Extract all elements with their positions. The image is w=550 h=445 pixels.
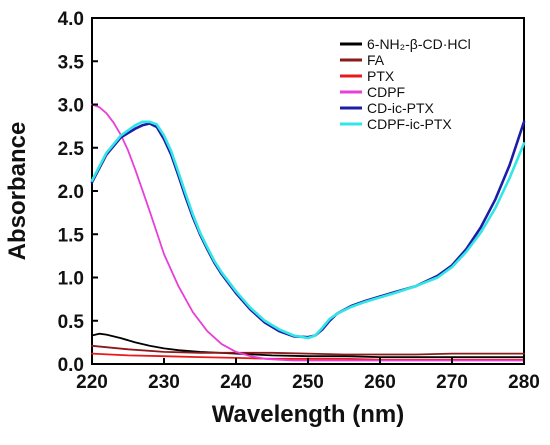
y-tick-label: 0.5 <box>58 312 85 333</box>
legend-label: PTX <box>367 68 395 84</box>
plot-frame <box>91 17 525 365</box>
x-tick-label: 230 <box>148 372 180 393</box>
x-tick-label: 240 <box>220 372 252 393</box>
y-tick-label: 1.5 <box>58 225 85 246</box>
y-axis-title: Absorbance <box>4 122 31 261</box>
x-tick-label: 220 <box>76 372 108 393</box>
legend-label: CD-ic-PTX <box>367 100 435 116</box>
tick-layer: 220 230 240 250 260 270 280 0.0 0.5 1.0 1.5 2.0 2.5 3… <box>58 9 540 393</box>
legend-label: CDPF <box>367 84 405 100</box>
x-tick-label: 250 <box>292 372 324 393</box>
y-tick-label: 3.0 <box>58 96 84 117</box>
legend-label: CDPF-ic-PTX <box>367 116 452 132</box>
series-line-2 <box>91 344 525 356</box>
x-tick-label: 260 <box>364 372 396 393</box>
y-tick-label: 2.5 <box>58 139 85 160</box>
x-tick-label: 270 <box>436 372 468 393</box>
series-line-4 <box>91 103 525 362</box>
series-line-5 <box>90 120 526 339</box>
legend-label: 6-NH₂-β-CD·HCl <box>367 36 471 52</box>
x-axis-title: Wavelength (nm) <box>212 401 404 428</box>
y-tick-label: 3.5 <box>58 52 85 73</box>
x-tick-label: 280 <box>508 372 540 393</box>
series-line-6 <box>90 120 526 340</box>
legend: 6-NH₂-β-CD·HClFAPTXCDPFCD-ic-PTXCDPF-ic-… <box>340 36 471 132</box>
y-tick-label: 2.0 <box>58 182 84 203</box>
y-tick-label: 4.0 <box>58 9 84 30</box>
series-layer <box>90 103 526 362</box>
y-tick-label: 1.0 <box>58 269 84 290</box>
y-tick-label: 0.0 <box>58 355 84 376</box>
legend-label: FA <box>367 52 385 68</box>
